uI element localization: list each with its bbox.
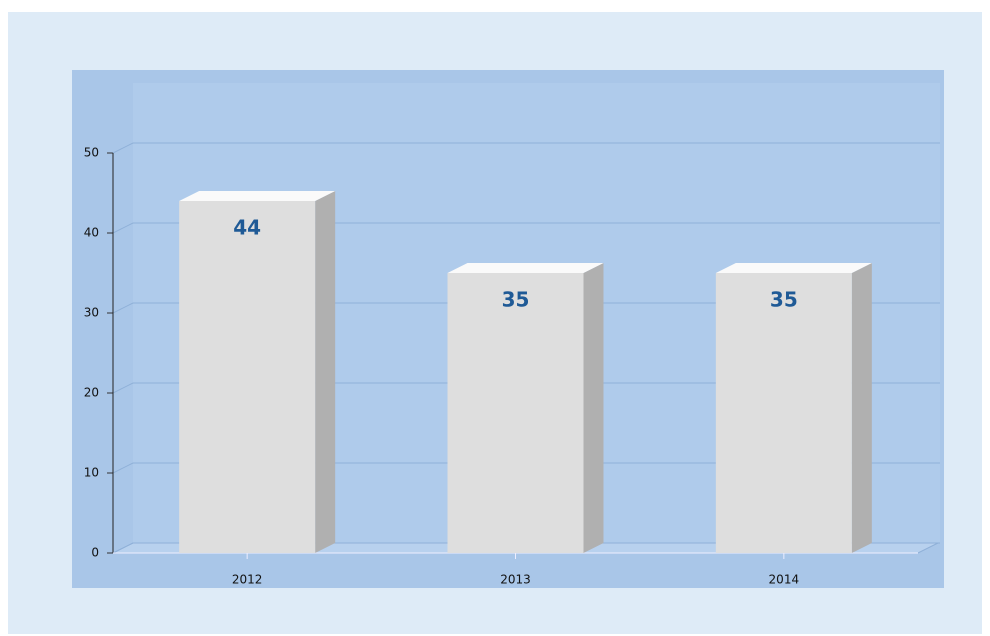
x-tick-label: 2012	[232, 573, 263, 587]
value-label: 44	[233, 216, 261, 240]
grid-diagonal	[112, 142, 134, 154]
x-tick-label: 2013	[500, 573, 531, 587]
bar-front	[179, 201, 316, 553]
x-tick-label: 2014	[769, 573, 800, 587]
value-label: 35	[502, 288, 530, 312]
grid-diagonal	[112, 382, 134, 394]
y-tick-label: 0	[91, 546, 99, 560]
grid-diagonal	[112, 302, 134, 314]
y-tick-label: 30	[84, 306, 99, 320]
bar-top	[447, 263, 604, 273]
bar-front	[715, 273, 852, 553]
bar-side	[315, 191, 336, 553]
grid-diagonal	[112, 462, 134, 474]
y-tick-label: 40	[84, 226, 99, 240]
bar-top	[179, 191, 336, 201]
bar	[179, 191, 336, 553]
bar	[447, 263, 604, 553]
bar	[715, 263, 872, 553]
y-tick-label: 20	[84, 386, 99, 400]
y-tick-label: 10	[84, 466, 99, 480]
grid-diagonal	[112, 222, 134, 234]
bar-side	[851, 263, 872, 553]
bar-top	[715, 263, 872, 273]
grid-diagonal	[112, 542, 134, 554]
bar-front	[447, 273, 584, 553]
y-tick-label: 50	[84, 146, 99, 160]
bar-side	[583, 263, 604, 553]
value-label: 35	[770, 288, 798, 312]
